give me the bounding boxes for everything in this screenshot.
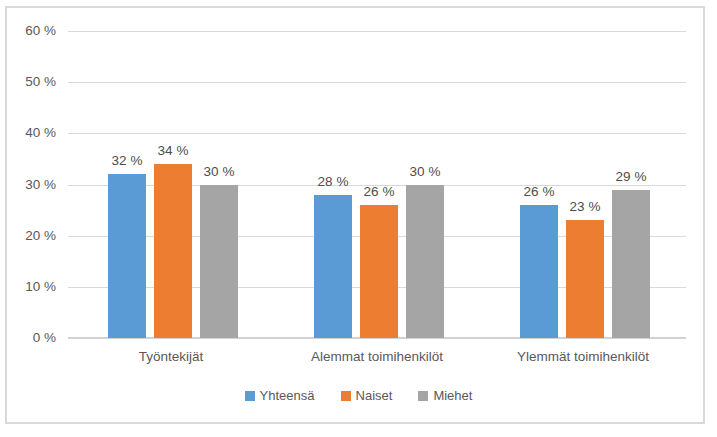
- legend-swatch: [341, 391, 351, 401]
- legend-label: Yhteensä: [260, 388, 315, 404]
- bar: [154, 164, 192, 338]
- y-axis-tick-label: 20 %: [0, 227, 56, 245]
- bar-value-label: 29 %: [599, 169, 663, 185]
- y-axis-tick-label: 0 %: [0, 329, 56, 347]
- legend-label: Naiset: [356, 388, 393, 404]
- bar-value-label: 34 %: [141, 143, 205, 159]
- y-axis-tick-label: 30 %: [0, 176, 56, 194]
- bar-value-label: 26 %: [507, 184, 571, 200]
- bar-value-label: 26 %: [347, 184, 411, 200]
- legend-label: Miehet: [433, 388, 472, 404]
- legend-swatch: [418, 391, 428, 401]
- legend-item: Naiset: [341, 388, 393, 404]
- bar: [406, 185, 444, 339]
- bar: [566, 220, 604, 338]
- legend-item: Miehet: [418, 388, 472, 404]
- bar: [612, 190, 650, 338]
- y-axis-tick-label: 40 %: [0, 124, 56, 142]
- y-axis-tick-label: 60 %: [0, 22, 56, 40]
- x-axis-category-label: Ylemmät toimihenkilöt: [480, 348, 686, 366]
- bar-value-label: 23 %: [553, 199, 617, 215]
- bar: [360, 205, 398, 338]
- bar: [520, 205, 558, 338]
- legend-swatch: [245, 391, 255, 401]
- bar-value-label: 30 %: [393, 164, 457, 180]
- legend: Yhteensä Naiset Miehet: [0, 388, 717, 404]
- gridline: [68, 133, 686, 134]
- x-axis-category-label: Työntekijät: [68, 348, 274, 366]
- chart: Yhteensä Naiset Miehet 0 % 10 % 20 % 30 % 40 %…: [0, 0, 717, 437]
- legend-item: Yhteensä: [245, 388, 315, 404]
- bar: [200, 185, 238, 339]
- y-axis-tick-label: 10 %: [0, 278, 56, 296]
- y-axis-tick-label: 50 %: [0, 73, 56, 91]
- bar: [314, 195, 352, 338]
- x-axis-category-label: Alemmat toimihenkilöt: [274, 348, 480, 366]
- bar: [108, 174, 146, 338]
- bar-value-label: 30 %: [187, 164, 251, 180]
- gridline: [68, 82, 686, 83]
- gridline: [68, 31, 686, 32]
